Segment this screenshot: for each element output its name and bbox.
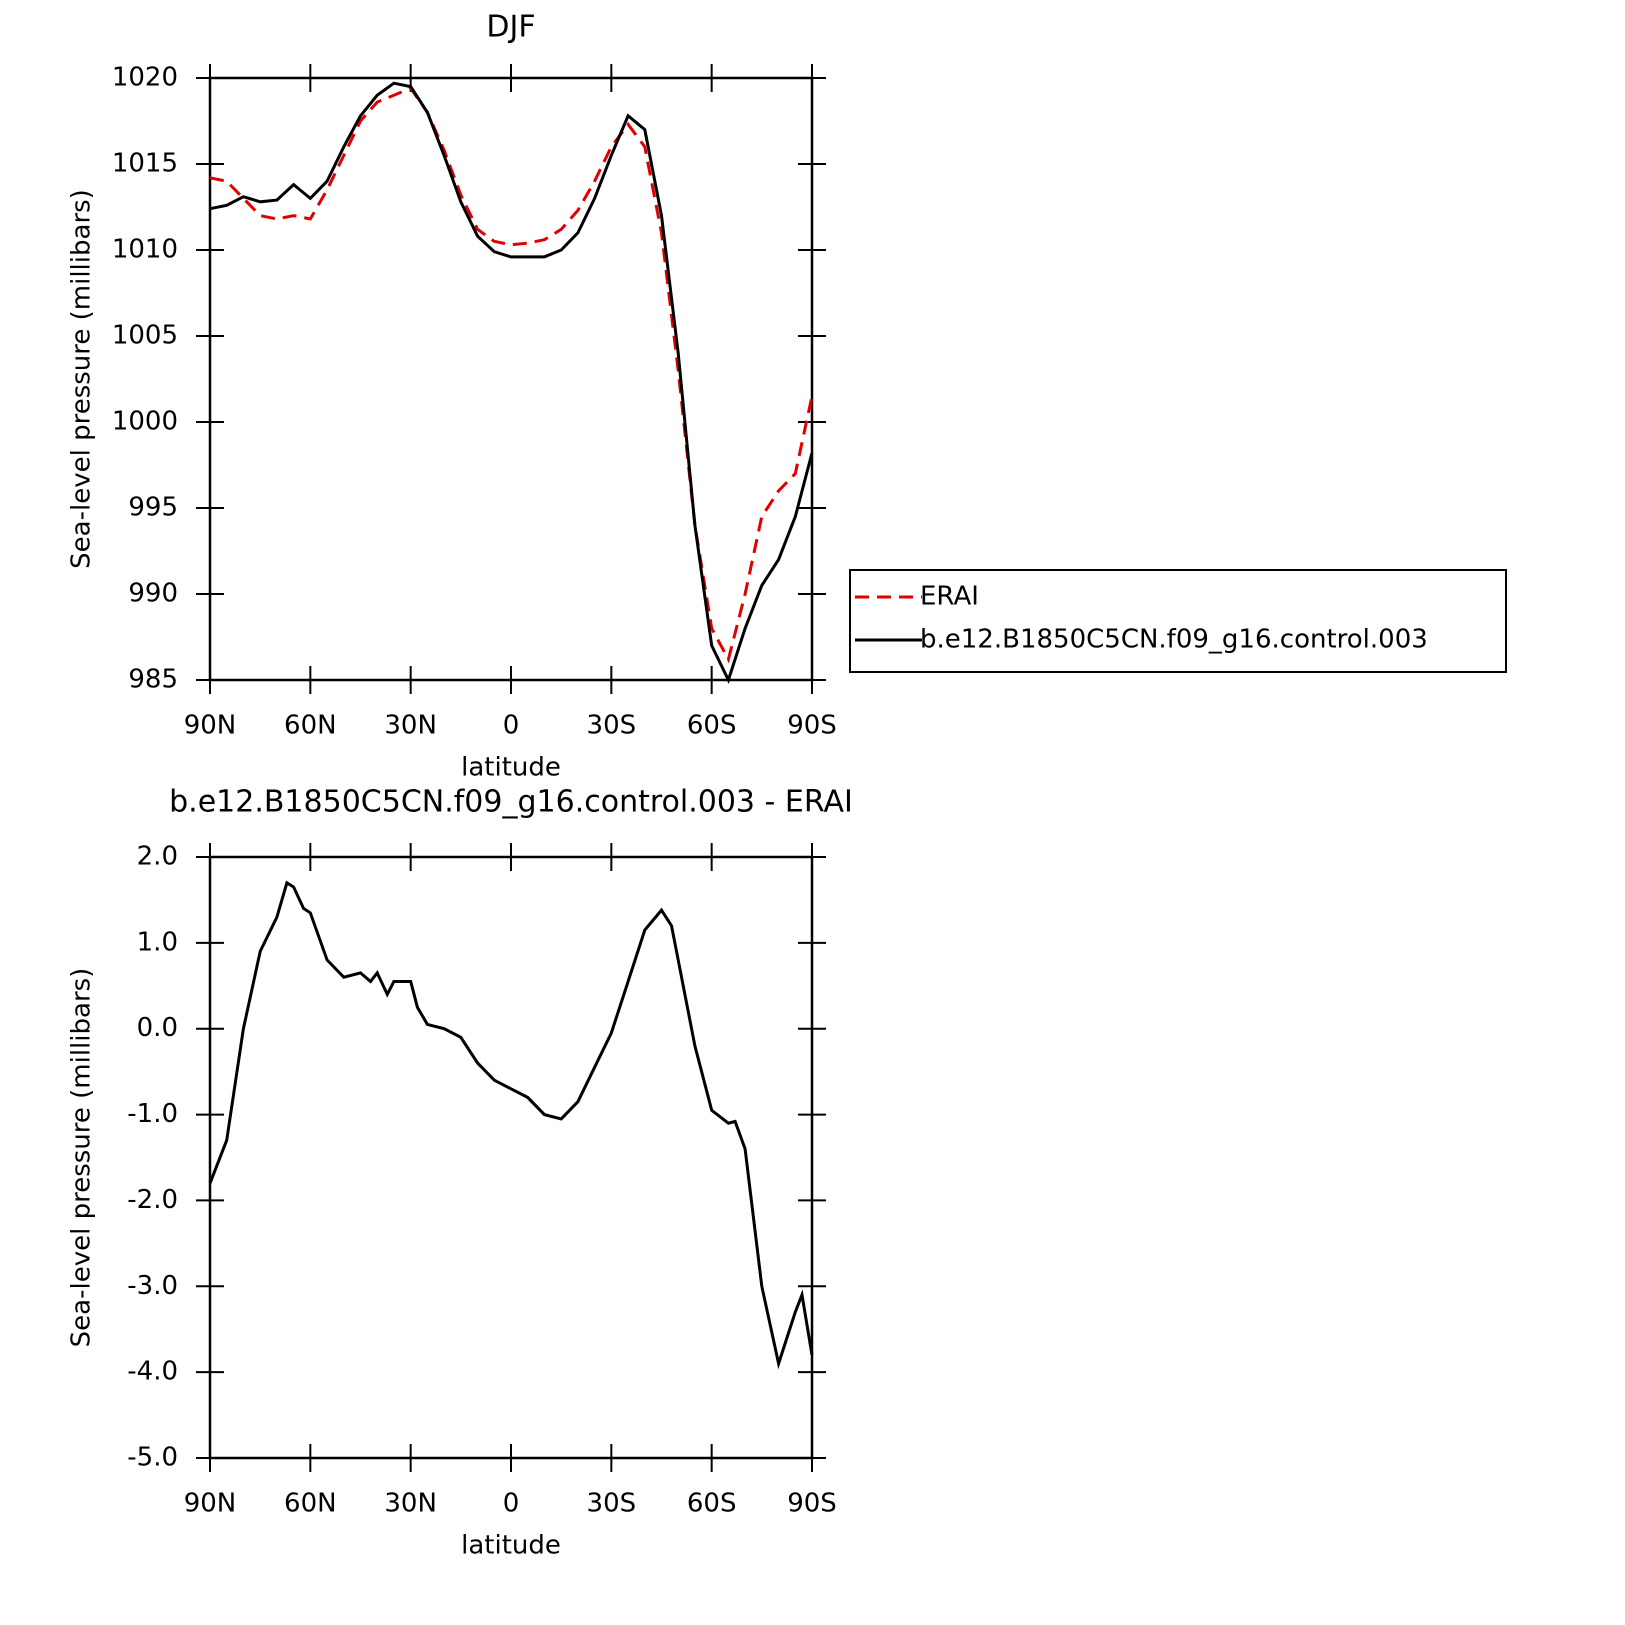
y-tick-label: 1010 <box>112 235 178 265</box>
y-axis-label: Sea-level pressure (millibars) <box>67 189 97 569</box>
plot-frame <box>208 76 814 682</box>
x-tick-label: 60S <box>687 711 737 741</box>
y-tick-label: 995 <box>128 493 178 523</box>
y-tick-label: -2.0 <box>127 1185 178 1215</box>
legend-label: b.e12.B1850C5CN.f09_g16.control.003 <box>920 625 1428 655</box>
x-tick-label: 90S <box>787 1489 837 1519</box>
x-tick-label: 90N <box>184 711 237 741</box>
x-tick-label: 0 <box>503 1489 520 1519</box>
series-line <box>209 86 814 664</box>
x-tick-label: 30S <box>587 1489 637 1519</box>
x-tick-label: 30N <box>384 1489 437 1519</box>
x-axis-label: latitude <box>461 753 561 783</box>
y-tick-label: 1020 <box>112 63 178 93</box>
x-tick-label: 30S <box>587 711 637 741</box>
y-tick-label: 1.0 <box>137 927 178 957</box>
y-tick-label: -3.0 <box>127 1271 178 1301</box>
y-tick-label: 990 <box>128 579 178 609</box>
x-axis-label: latitude <box>461 1531 561 1561</box>
y-axis-label: Sea-level pressure (millibars) <box>67 968 97 1348</box>
legend-label: ERAI <box>920 582 979 612</box>
y-tick-label: 0.0 <box>137 1013 178 1043</box>
x-tick-label: 60N <box>284 711 337 741</box>
x-tick-label: 30N <box>384 711 437 741</box>
y-tick-label: -4.0 <box>127 1357 178 1387</box>
y-tick-label: -5.0 <box>127 1443 178 1473</box>
x-tick-label: 0 <box>503 711 520 741</box>
x-tick-label: 60S <box>687 1489 737 1519</box>
y-tick-label: 1000 <box>112 407 178 437</box>
x-tick-label: 90S <box>787 711 837 741</box>
y-tick-label: 1015 <box>112 149 178 179</box>
plot-frame <box>208 855 814 1460</box>
legend-box <box>849 569 1507 673</box>
y-tick-label: 1005 <box>112 321 178 351</box>
x-tick-label: 60N <box>284 1489 337 1519</box>
y-tick-label: -1.0 <box>127 1099 178 1129</box>
y-tick-label: 2.0 <box>137 842 178 872</box>
x-tick-label: 90N <box>184 1489 237 1519</box>
chart-title: DJF <box>486 10 535 45</box>
series-line <box>209 81 814 685</box>
chart-title: b.e12.B1850C5CN.f09_g16.control.003 - ER… <box>169 785 853 820</box>
y-tick-label: 985 <box>128 665 178 695</box>
series-line <box>208 880 814 1370</box>
